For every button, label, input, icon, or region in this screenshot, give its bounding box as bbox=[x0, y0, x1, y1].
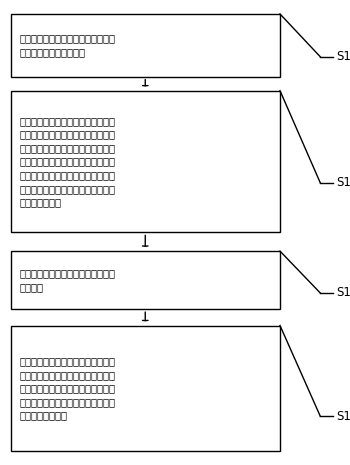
Text: 判断所获取的待拍摄图像中是否存在
人脸，当摄像头所采集的待拍摄图像
中存在人脸，则将拍照模式切换到以
人脸拍摄为主的肖像模式；当摄像头
所采集的待拍摄图像中不存: 判断所获取的待拍摄图像中是否存在 人脸，当摄像头所采集的待拍摄图像 中存在人脸，… bbox=[19, 116, 115, 207]
Text: S101: S101 bbox=[336, 50, 350, 63]
Bar bbox=[10, 326, 280, 451]
Bar bbox=[10, 14, 280, 77]
Bar bbox=[10, 251, 280, 309]
Text: 当移动终端开启拍照功能时，获取摄
像头所采集的待拍摄图像: 当移动终端开启拍照功能时，获取摄 像头所采集的待拍摄图像 bbox=[19, 33, 115, 57]
Text: S103: S103 bbox=[336, 286, 350, 299]
Text: S102: S102 bbox=[336, 176, 350, 189]
Bar bbox=[10, 91, 280, 232]
Text: 当移动终端当前的运动状态为非静止
状态，则将拍照模式切换为防抖动的
运动模式；当移动终端用户当前的运
动状态为静止状态，则将拍照模式切
换为默认场景模式: 当移动终端当前的运动状态为非静止 状态，则将拍照模式切换为防抖动的 运动模式；当… bbox=[19, 356, 115, 420]
Text: S104: S104 bbox=[336, 410, 350, 423]
Text: 检测移动终端的当前运动状态是否为
静止模式: 检测移动终端的当前运动状态是否为 静止模式 bbox=[19, 268, 115, 292]
